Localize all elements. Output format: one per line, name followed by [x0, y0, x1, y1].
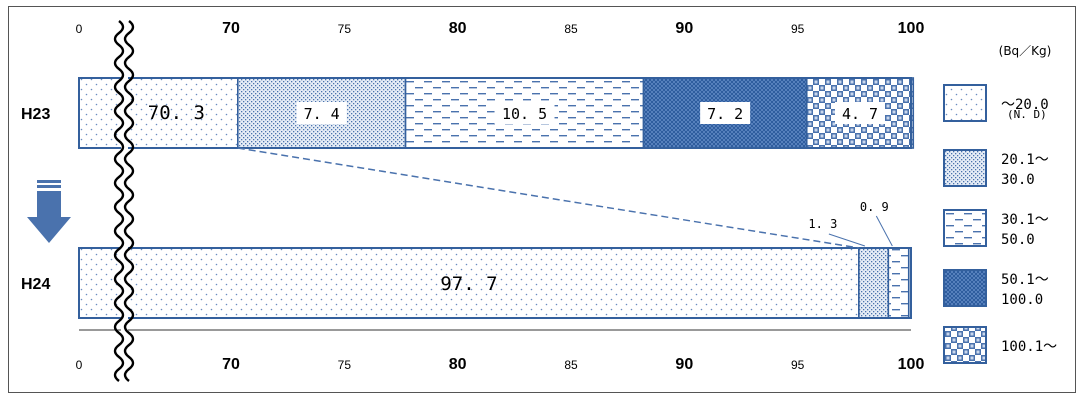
down-arrow-icon — [27, 191, 71, 243]
value-label-h23-1: 70. 3 — [148, 102, 205, 124]
tick-label-top-90: 90 — [675, 20, 693, 37]
legend-label-5: 100.1〜 — [1001, 339, 1057, 355]
value-label-h24-1: 97. 7 — [440, 273, 497, 295]
tick-label-top-0: 0 — [76, 22, 83, 36]
legend-swatch-4 — [943, 269, 987, 307]
axis-break-line-right — [123, 20, 135, 382]
tick-label-top-70: 70 — [222, 20, 240, 37]
tick-label-top-80: 80 — [449, 20, 467, 37]
legend-swatch-2 — [943, 149, 987, 187]
legend-label-3-line-2: 50.0 — [1001, 232, 1035, 248]
value-label-h23-2: 7. 4 — [304, 105, 340, 123]
tick-label-bottom-100: 100 — [898, 356, 925, 373]
legend-label-4-line-2: 100.0 — [1001, 292, 1043, 308]
value-label-bg-h23-2 — [296, 102, 347, 124]
legend-label-2-line-1: 20.1〜 — [1001, 152, 1049, 168]
tick-label-bottom-85: 85 — [564, 358, 578, 372]
arrow-stripe-2 — [37, 185, 61, 188]
leader-line-2 — [875, 215, 893, 247]
tick-label-top-100: 100 — [898, 20, 925, 37]
legend-sublabel-1: (N. D) — [1007, 108, 1047, 121]
legend-swatch-3 — [943, 209, 987, 247]
tick-label-bottom-95: 95 — [791, 358, 805, 372]
value-label-bg-h23-5 — [835, 102, 885, 124]
tick-label-bottom-90: 90 — [675, 356, 693, 373]
unit-label: (Bq／Kg) — [999, 44, 1052, 58]
legend-label-4-line-1: 50.1〜 — [1001, 272, 1049, 288]
value-label-h24-3: 0. 9 — [860, 200, 889, 214]
dashed-connector — [237, 147, 859, 249]
legend-swatch-1 — [943, 84, 987, 122]
value-label-bg-h23-3 — [494, 102, 555, 124]
legend-label-3-line-1: 30.1〜 — [1001, 212, 1049, 228]
value-label-h23-5: 4. 7 — [842, 105, 878, 123]
tick-label-top-95: 95 — [791, 22, 805, 36]
arrow-stripe-1 — [37, 180, 61, 183]
legend-swatch-5 — [943, 326, 987, 364]
value-label-h23-3: 10. 5 — [502, 105, 547, 123]
bar-segment-h24-3 — [887, 247, 910, 319]
value-label-h23-4: 7. 2 — [707, 105, 743, 123]
bar-segment-h24-2 — [858, 247, 890, 319]
stacked-bar-chart: 0 0 70 70 75 75 80 80 85 85 90 90 95 95 100 100 H23 H24 70… — [21, 20, 1057, 382]
legend-label-2-line-2: 30.0 — [1001, 172, 1035, 188]
tick-label-top-85: 85 — [564, 22, 578, 36]
tick-label-bottom-80: 80 — [449, 356, 467, 373]
tick-label-top-75: 75 — [338, 22, 352, 36]
row-label-h24: H24 — [21, 276, 50, 293]
leader-line-1 — [828, 233, 866, 247]
tick-label-bottom-75: 75 — [338, 358, 352, 372]
chart-frame: 0 0 70 70 75 75 80 80 85 85 90 90 95 95 100 100 H23 H24 70… — [8, 6, 1076, 393]
value-label-h24-2: 1. 3 — [808, 217, 837, 231]
value-label-bg-h23-4 — [700, 102, 751, 124]
legend-label-1: 〜20.0 — [1001, 97, 1049, 113]
bar-outline-h23 — [78, 77, 912, 149]
bar-outline-h24 — [78, 247, 912, 319]
tick-label-bottom-70: 70 — [222, 356, 240, 373]
tick-label-bottom-0: 0 — [76, 358, 83, 372]
axis-break-band — [121, 21, 128, 379]
row-label-h23: H23 — [21, 106, 50, 123]
bar-segment-h24-1 — [78, 247, 860, 319]
axis-break-line-left — [113, 20, 125, 382]
